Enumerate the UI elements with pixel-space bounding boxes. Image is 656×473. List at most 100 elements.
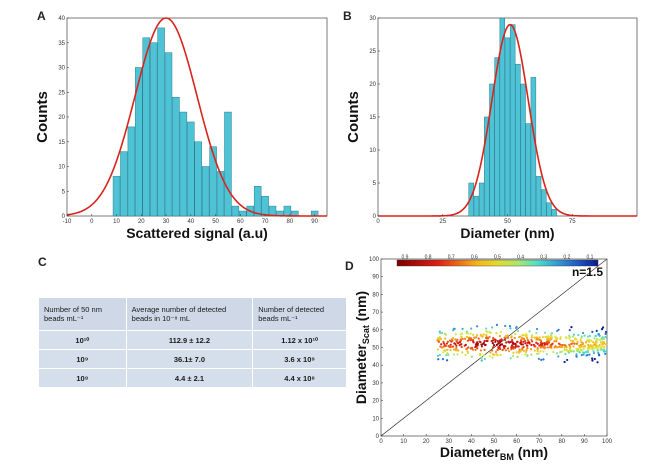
histogram-bar <box>494 57 500 217</box>
scatter-point <box>466 351 469 355</box>
histogram-bar <box>551 209 557 217</box>
scatter-point <box>512 342 515 346</box>
x-axis-label-a: Scattered signal (a.u) <box>126 225 268 241</box>
scatter-point <box>518 348 521 351</box>
histogram-bar <box>261 195 269 217</box>
scatter-point <box>471 338 475 342</box>
scatter-point <box>478 340 481 343</box>
scatter-point <box>544 346 547 349</box>
scatter-point <box>581 331 585 335</box>
scatter-point <box>452 329 455 332</box>
scatter-point <box>491 356 494 359</box>
scatter-point <box>482 333 485 336</box>
x-tick-label: 60 <box>237 219 244 225</box>
x-tick-label: 50 <box>491 439 498 445</box>
scatter-point <box>530 343 533 347</box>
y-tick-label: 0 <box>376 434 380 440</box>
scatter-point <box>482 354 486 357</box>
scatter-point <box>582 351 585 354</box>
scatter-point <box>580 340 583 344</box>
scatter-point <box>579 339 582 342</box>
colorbar-tick-label: 0.6 <box>471 255 478 261</box>
histogram-bar <box>112 176 121 217</box>
scatter-point <box>575 353 578 356</box>
scatter-point <box>484 343 487 346</box>
scatter-point <box>519 339 523 342</box>
y-tick-label: 5 <box>62 189 66 195</box>
scatter-point <box>564 352 567 356</box>
scatter-point <box>440 331 444 334</box>
scatter-point <box>526 344 529 347</box>
scatter-d: 0 10 20 30 40 50 60 70 80 90 100 0 10 20 30 40 50 60 70 80 9… <box>353 255 613 463</box>
scatter-point <box>515 340 519 344</box>
scatter-point <box>436 354 440 357</box>
colorbar-tick-label: 0.3 <box>540 255 547 261</box>
panel-label-a: A <box>37 9 46 23</box>
scatter-point <box>557 342 561 345</box>
table-cell: 36.1± 7.0 <box>125 349 254 369</box>
scatter-point <box>559 336 562 339</box>
scatter-point <box>510 338 514 342</box>
scatter-point <box>461 327 464 330</box>
scatter-point <box>440 343 443 346</box>
scatter-point <box>524 333 528 336</box>
scatter-point <box>499 340 502 344</box>
scatter-point <box>491 349 494 352</box>
y-tick-label: 90 <box>372 275 379 281</box>
scatter-point <box>495 343 498 346</box>
scatter-point <box>465 330 469 333</box>
x-tick-label: 30 <box>163 219 170 225</box>
scatter-point <box>476 334 479 337</box>
y-tick-label: 20 <box>372 399 379 405</box>
scatter-point <box>605 343 608 346</box>
scatter-point <box>585 354 588 357</box>
scatter-point <box>528 342 531 345</box>
scatter-point <box>499 347 502 351</box>
y-tick-label: 20 <box>369 82 376 88</box>
histogram-bar <box>535 176 542 217</box>
x-tick-label: 100 <box>602 439 613 445</box>
scatter-point <box>561 350 564 353</box>
scatter-point <box>579 343 583 347</box>
scatter-point <box>515 351 518 354</box>
y-tick-label: 20 <box>58 115 65 121</box>
scatter-point <box>558 345 561 348</box>
scatter-point <box>453 327 456 330</box>
scatter-point <box>596 361 599 364</box>
scatter-point <box>439 345 442 348</box>
scatter-point <box>506 347 510 350</box>
scatter-point <box>559 337 562 340</box>
scatter-point <box>495 332 498 335</box>
scatter-point <box>476 344 479 347</box>
scatter-point <box>479 333 483 336</box>
x-tick-label: 80 <box>558 439 565 445</box>
scatter-point <box>445 342 448 345</box>
x-axis-label-b: Diameter (nm) <box>460 225 554 241</box>
table-row: 10¹⁰ 112.9 ± 12.2 1.12 x 10¹⁰ <box>38 330 347 350</box>
scatter-point <box>437 340 440 343</box>
scatter-point <box>563 346 567 349</box>
scatter-point <box>582 347 585 350</box>
scatter-point <box>559 350 562 353</box>
scatter-point <box>538 336 541 339</box>
scatter-point <box>592 350 595 353</box>
scatter-point <box>455 344 458 347</box>
histogram-bar <box>120 151 128 217</box>
scatter-point <box>498 344 502 347</box>
scatter-point <box>598 338 602 342</box>
scatter-point <box>603 345 606 348</box>
scatter-point <box>576 340 579 343</box>
scatter-point <box>476 325 479 328</box>
scatter-point <box>604 336 607 339</box>
y-tick-label: 35 <box>58 41 65 47</box>
table-cell: 3.6 x 10⁹ <box>252 349 347 369</box>
gaussian-fit-line <box>378 23 637 217</box>
scatter-point <box>501 348 504 352</box>
y-axis-label-b: Counts <box>345 91 362 143</box>
scatter-point <box>500 330 503 334</box>
y-tick-label: 10 <box>369 148 376 154</box>
scatter-point <box>557 355 560 358</box>
scatter-point <box>591 348 594 351</box>
scatter-point <box>468 338 471 341</box>
histogram-bar <box>187 121 195 217</box>
